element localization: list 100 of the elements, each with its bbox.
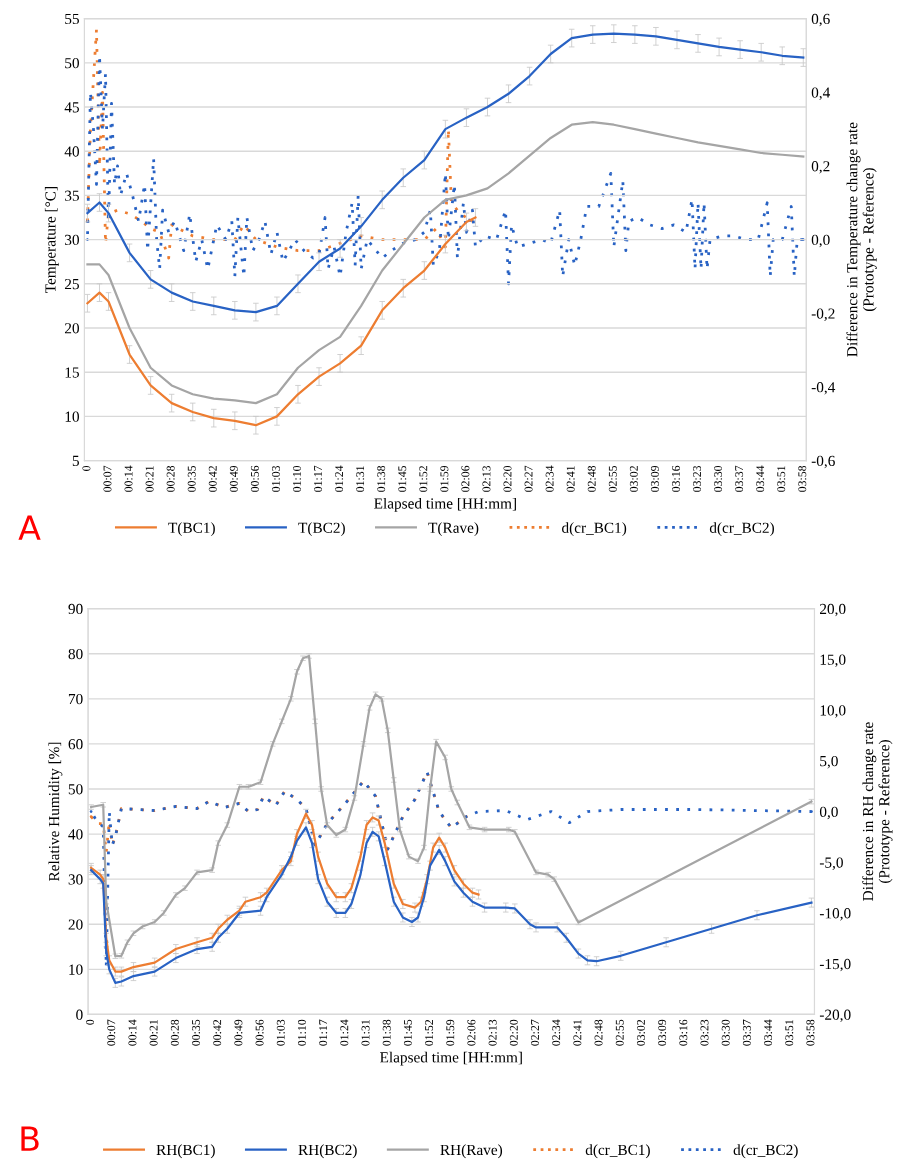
y-tick-label: 45: [64, 102, 79, 113]
legend-label: d(cr_BC2): [709, 522, 774, 537]
x-tick-label: 02:06: [467, 1019, 476, 1046]
y-axis-title: Temperature [°C]: [44, 187, 59, 293]
x-axis-title: Elapsed time [HH:mm]: [380, 1051, 522, 1066]
x-tick-label: 02:48: [587, 465, 596, 492]
y-tick-label: 30: [65, 234, 79, 246]
x-tick-label: 00:28: [166, 465, 175, 492]
y-tick-label: 5: [72, 455, 79, 467]
x-tick-label: 02:41: [573, 1019, 582, 1046]
x-tick-label: 03:58: [798, 465, 807, 492]
x-tick-label: 01:03: [271, 465, 280, 492]
y2-tick-label: -5,0: [819, 857, 843, 870]
x-tick-label: 00:56: [250, 465, 259, 492]
y-tick-label: 10: [65, 411, 79, 422]
x-tick-label: 01:31: [356, 466, 365, 492]
x-tick-label: 01:03: [276, 1019, 285, 1046]
y2-tick-label: -0,2: [811, 308, 835, 321]
y2-tick-label: 0,6: [811, 13, 830, 27]
x-tick-label: 02:34: [552, 1019, 561, 1046]
y2-tick-label: 0,4: [811, 87, 831, 100]
x-tick-label: 02:34: [545, 465, 554, 492]
y-tick-label: 20: [64, 323, 79, 334]
y-tick-label: 10: [69, 964, 83, 975]
x-tick-label: 01:10: [297, 1019, 306, 1046]
x-tick-label: 01:24: [335, 465, 344, 492]
y-tick-label: 15: [65, 367, 79, 378]
x-tick-label: 02:27: [524, 465, 533, 492]
legend-label: d(cr_BC2): [733, 1144, 798, 1159]
x-tick-label: 03:30: [714, 465, 723, 492]
x-tick-label: 02:41: [566, 466, 575, 492]
x-tick-label: 03:02: [636, 1019, 645, 1046]
y-tick-label: 50: [65, 57, 79, 69]
x-tick-label: 00:28: [170, 1019, 179, 1046]
x-tick-label: 0: [86, 1019, 95, 1025]
x-tick-label: 01:52: [419, 466, 428, 492]
y2-axis-title: Difference in RH change rate (Prototype - Reference): [862, 722, 893, 901]
x-tick-label: 00:07: [107, 1019, 116, 1046]
y2-tick-label: -15,0: [819, 958, 851, 972]
x-axis-title: Elapsed time [HH:mm]: [374, 497, 516, 512]
y2-tick-label: 20,0: [820, 603, 846, 617]
x-tick-label: 03:09: [650, 465, 659, 492]
x-tick-label: 02:55: [615, 1019, 624, 1046]
y-tick-label: 25: [64, 278, 79, 290]
legend-label: d(cr_BC1): [585, 1144, 650, 1159]
x-tick-label: 03:44: [756, 465, 765, 492]
x-tick-label: 03:09: [658, 1019, 667, 1046]
x-tick-label: 01:45: [398, 465, 407, 492]
y2-tick-label: -0,6: [811, 455, 835, 469]
y-axis-title: Relative Humidity [%]: [48, 742, 63, 882]
x-tick-label: 00:07: [103, 465, 112, 492]
y2-tick-label: -0,4: [811, 382, 836, 395]
x-tick-label: 00:14: [128, 1019, 137, 1046]
x-tick-label: 00:49: [229, 465, 238, 492]
y2-tick-label: -10,0: [819, 908, 851, 921]
x-tick-label: 00:21: [149, 1019, 158, 1046]
x-tick-label: 03:02: [629, 466, 638, 492]
y-tick-label: 35: [65, 190, 79, 201]
x-tick-label: 02:06: [461, 465, 470, 492]
x-tick-label: 03:44: [764, 1019, 773, 1046]
x-tick-label: 03:23: [700, 1019, 709, 1046]
x-tick-label: 00:35: [187, 465, 196, 492]
y-tick-label: 80: [68, 648, 83, 660]
x-tick-label: 0: [82, 465, 91, 471]
y-tick-label: 60: [68, 739, 83, 750]
y2-tick-label: 5,0: [820, 755, 838, 769]
x-tick-label: 01:38: [377, 465, 386, 492]
x-tick-label: 03:30: [721, 1019, 730, 1046]
text: A: [18, 515, 41, 540]
x-tick-label: 03:16: [671, 465, 680, 492]
legend-label: T(BC1): [168, 522, 215, 537]
x-tick-label: 03:58: [806, 1019, 815, 1046]
y-tick-label: 70: [68, 693, 83, 705]
x-tick-label: 01:10: [292, 465, 301, 492]
x-tick-label: 02:20: [503, 465, 512, 492]
x-tick-label: 03:37: [735, 465, 744, 492]
x-tick-label: 02:48: [594, 1019, 603, 1046]
x-tick-label: 00:56: [255, 1019, 264, 1046]
y-tick-label: 50: [68, 784, 83, 795]
x-tick-label: 02:27: [531, 1019, 540, 1046]
x-tick-label: 01:38: [382, 1019, 391, 1046]
legend-label: T(BC2): [298, 522, 345, 537]
legend-label: RH(Rave): [440, 1144, 503, 1159]
y2-tick-label: 15,0: [820, 654, 846, 668]
legend-label: T(Rave): [428, 522, 479, 537]
x-tick-label: 00:14: [124, 465, 133, 492]
x-tick-label: 02:55: [608, 465, 617, 492]
y2-tick-label: 0,0: [819, 806, 838, 820]
legend-label: d(cr_BC1): [562, 522, 627, 537]
y2-axis-title: Difference in Temperature change rate (Prototype - Reference): [846, 122, 877, 357]
x-tick-label: 00:21: [145, 466, 154, 492]
x-tick-label: 03:16: [679, 1019, 688, 1046]
y2-tick-label: 10,0: [820, 705, 846, 718]
x-tick-label: 01:24: [340, 1019, 349, 1046]
y-tick-label: 0: [76, 1009, 83, 1020]
x-tick-label: 01:45: [403, 1019, 412, 1046]
y-tick-label: 30: [68, 874, 83, 885]
x-tick-label: 00:42: [213, 1019, 222, 1046]
legend-label: RH(BC2): [298, 1144, 357, 1159]
y-tick-label: 90: [68, 603, 83, 615]
